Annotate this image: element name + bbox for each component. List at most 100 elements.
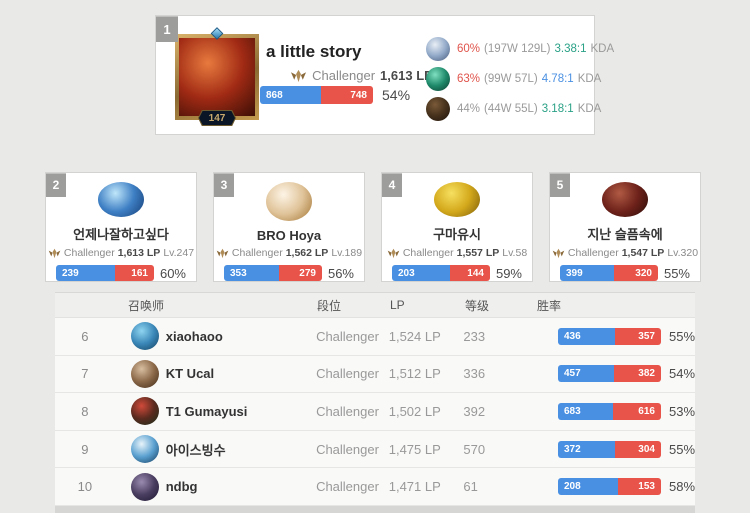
winrate-percent: 59%: [495, 265, 522, 281]
lp-cell: 1,475 LP: [388, 441, 441, 457]
rank-card[interactable]: 5 지난 슬픔속에 Challenger 1,547 LP Lv.320 399: [549, 172, 701, 282]
wins-segment: 399: [560, 265, 614, 281]
rank-card[interactable]: 2 언제나잘하고싶다 Challenger 1,613 LP Lv.247 23…: [45, 172, 197, 282]
wins-segment: 868: [260, 86, 322, 104]
winrate-percent: 55%: [663, 265, 690, 281]
challenger-crest-icon: [291, 69, 307, 82]
summoner-name[interactable]: KT Ucal: [165, 366, 215, 382]
player-name[interactable]: 언제나잘하고싶다: [73, 227, 169, 242]
table-row[interactable]: 9 아이스빙수 Challenger 1,475 LP 570 372 304 …: [55, 430, 696, 469]
summoner-level: Lv.320: [667, 247, 699, 259]
winrate-percent: 55%: [668, 441, 696, 457]
player-name[interactable]: BRO Hoya: [256, 228, 322, 243]
winloss-bar: 868 748: [260, 86, 373, 104]
losses-segment: 144: [449, 265, 490, 281]
losses-segment: 616: [612, 402, 661, 420]
champion-kda-label: KDA: [577, 73, 602, 85]
rank1-card[interactable]: 1 147 a little story Challenger 1,613 LP…: [155, 15, 614, 135]
rank-badge: 1: [156, 16, 178, 42]
tier-lp: 1,613 LP: [380, 68, 433, 83]
player-avatar: 147: [175, 27, 259, 126]
tier-cell: Challenger: [316, 441, 379, 457]
winloss-section: 239 161 60%: [46, 265, 196, 281]
table-bottom-edge: [55, 505, 695, 513]
avatar-image: [179, 38, 255, 116]
winrate-percent: 56%: [327, 265, 354, 281]
level-cell: 61: [463, 479, 478, 495]
table-row[interactable]: 10 ndbg Challenger 1,471 LP 61 208 153 5…: [55, 468, 695, 506]
rank-badge: 5: [550, 173, 570, 197]
tier-name: Challenger: [567, 247, 619, 259]
winloss-bar: 203 144: [392, 265, 490, 281]
player-avatar: [602, 182, 648, 217]
losses-segment: 748: [321, 86, 373, 104]
winloss-section: 203 144 59%: [382, 265, 532, 281]
player-name[interactable]: 구마유시: [433, 227, 481, 242]
losses-segment: 304: [614, 440, 661, 458]
tier-lp: 1,613 LP: [117, 247, 161, 259]
tier-name: Challenger: [312, 68, 376, 83]
rank-badge: 2: [46, 173, 66, 197]
tier-name: Challenger: [231, 247, 283, 259]
winloss-section: 353 279 56%: [214, 265, 364, 281]
summoner-name[interactable]: ndbg: [165, 479, 198, 495]
winloss-bar: 208 153: [557, 478, 661, 496]
losses-segment: 161: [114, 265, 154, 281]
table-row[interactable]: 8 T1 Gumayusi Challenger 1,502 LP 392 68…: [55, 393, 695, 431]
summoner-avatar: [130, 435, 159, 464]
level-cell: 336: [463, 366, 486, 382]
tier-line: Challenger 1,613 LP Lv.247: [48, 247, 194, 259]
summoner-avatar: [130, 359, 159, 388]
winloss-bar: 239 161: [56, 265, 154, 281]
champion-record: (99W 57L): [484, 73, 538, 85]
rank-number: 7: [81, 366, 89, 382]
wins-segment: 203: [392, 265, 450, 281]
rank-card[interactable]: 3 BRO Hoya Challenger 1,562 LP Lv.189 35…: [213, 172, 365, 282]
challenger-crest-icon: [552, 248, 565, 258]
header-tier: 段位: [317, 298, 342, 313]
champion-kda-value: 3.38:1: [554, 43, 587, 55]
summoner-name[interactable]: xiaohaoo: [165, 328, 223, 344]
tier-line: Challenger 1,557 LP Lv.58: [387, 247, 527, 259]
rank-card[interactable]: 4 구마유시 Challenger 1,557 LP Lv.58 203: [381, 172, 533, 282]
tier-line: Challenger 1,613 LP: [264, 68, 459, 83]
losses-segment: 357: [614, 327, 661, 345]
tier-name: Challenger: [402, 247, 454, 259]
tier-line: Challenger 1,562 LP Lv.189: [216, 247, 362, 259]
header-winrate: 胜率: [537, 298, 562, 313]
wins-segment: 239: [56, 265, 115, 281]
lp-cell: 1,502 LP: [388, 403, 441, 419]
table-row[interactable]: 6 xiaohaoo Challenger 1,524 LP 233 436 3…: [55, 318, 695, 356]
wins-segment: 683: [557, 402, 613, 420]
winrate-percent: 53%: [668, 403, 696, 419]
winloss-bar: 372 304: [557, 440, 661, 458]
summoner-name[interactable]: 아이스빙수: [165, 442, 226, 458]
summoner-level-badge: 147: [198, 110, 236, 126]
champion-kda-label: KDA: [577, 103, 602, 115]
tier-cell: Challenger: [316, 328, 379, 344]
champion-winrate: 63%: [457, 73, 481, 85]
champion-winrate: 60%: [457, 43, 481, 55]
winloss-bar: 399 320: [560, 265, 658, 281]
header-summoner: 召唤师: [128, 298, 165, 313]
tier-cell: Challenger: [316, 403, 379, 419]
tier-cell: Challenger: [316, 366, 379, 382]
winloss-bar: 353 279: [224, 265, 322, 281]
wins-segment: 436: [557, 327, 615, 345]
summoner-name[interactable]: T1 Gumayusi: [165, 403, 248, 419]
player-name[interactable]: 지난 슬픔속에: [587, 227, 663, 242]
lp-cell: 1,471 LP: [388, 479, 441, 495]
champion-winrate: 44%: [457, 103, 481, 115]
player-avatar: [98, 182, 144, 217]
summoner-level: Lv.247: [163, 247, 195, 259]
champion-stat-row: 60% (197W 129L) 3.38:1 KDA: [426, 37, 614, 61]
summoner-avatar: [130, 472, 159, 501]
winloss-bar: 683 616: [557, 402, 661, 420]
tier-line: Challenger 1,547 LP Lv.320: [552, 247, 698, 259]
wins-segment: 457: [557, 365, 614, 383]
losses-segment: 279: [278, 265, 322, 281]
winloss-bar: 457 382: [557, 365, 661, 383]
player-name[interactable]: a little story: [266, 42, 362, 61]
table-row[interactable]: 7 KT Ucal Challenger 1,512 LP 336 457 38…: [55, 355, 695, 394]
